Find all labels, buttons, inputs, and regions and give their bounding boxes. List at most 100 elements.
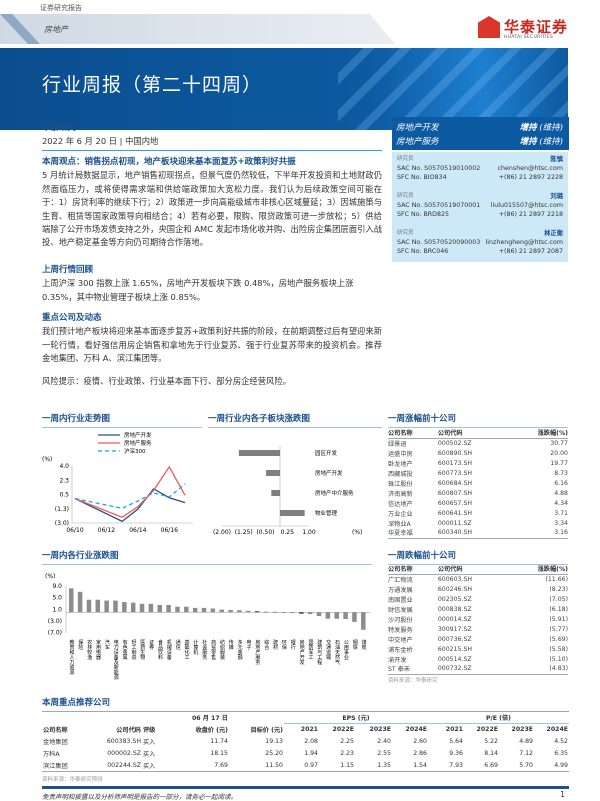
table-cell: 600173.SH [437, 459, 473, 467]
table-cell: (5.58) [549, 645, 568, 653]
table-cell: (11.66) [545, 575, 568, 583]
column-header: 2024E [405, 726, 427, 734]
bar [210, 608, 216, 613]
recommend-table: 06 月 17 日 EPS (元) P/E (倍) 公司名称 公司代码 评级 收盘价 (元)… [42, 711, 569, 772]
category-label: 保险 [77, 639, 83, 651]
column-header: 2023E [369, 726, 391, 734]
column-header: 2022E [476, 726, 498, 734]
category-label: 家用电器 [95, 639, 101, 661]
category-label: 通信 [175, 639, 181, 651]
review-section: 上周行情回顾 上周沪深 300 指数上涨 1.65%，房地产开发板块下跌 0.4… [42, 264, 382, 304]
bar [271, 490, 280, 496]
x-axis-label: (%) [352, 529, 362, 536]
sac-number: SAC No. S0570520090003 [397, 239, 481, 246]
table-cell: 000002.SZ [107, 750, 141, 757]
table-cell: 买入 [143, 751, 156, 758]
analyst-phone: +(86) 21 2897 2087 [498, 248, 563, 255]
column-header: 涨跌幅(%) [506, 427, 568, 439]
table-cell: 19.77 [550, 459, 568, 467]
bar [69, 588, 74, 613]
y-tick-label: 4.0 [59, 463, 69, 470]
category-label: 食品饮料 [157, 639, 163, 661]
table-cell: (8.23) [549, 585, 568, 593]
table-cell: 4.99 [554, 761, 568, 769]
category-label: 建材 [272, 639, 278, 650]
bar [280, 510, 305, 516]
category-label: 环保 [281, 640, 287, 651]
table-cell: 2.86 [413, 750, 427, 757]
table-cell: 3.71 [554, 509, 568, 517]
table-cell: 11.50 [265, 761, 283, 769]
page-number: 1 [560, 790, 566, 799]
category-label: 物业管理 [315, 509, 338, 517]
analyst: 研究员 刘璐 SAC No. S0570519070001 liulu015507@h… [397, 192, 563, 229]
blank [229, 712, 284, 724]
series-line [74, 465, 186, 519]
sfc-number: SFC No. BRD825 [397, 211, 450, 218]
category-label: 钢铁 [352, 639, 358, 651]
column-header: 公司代码 [437, 427, 507, 439]
bar [184, 606, 189, 613]
table-cell: ST 泰禾 [388, 664, 438, 675]
table-row: 财信发展 000838.SZ (6.18) [388, 604, 568, 614]
table-row: 渝开发 000514.SZ (5.10) [388, 654, 568, 664]
table-row: ST 泰禾 000732.SZ (4.83) [388, 664, 568, 675]
y-tick-label: 2.3 [59, 477, 69, 484]
column-header: 2024E [546, 726, 568, 734]
category-label: 公用事业 [343, 640, 349, 660]
table-cell: 600246.SH [437, 585, 473, 593]
analyst-sfc: SFC No. BRD825 +(86) 21 2897 2218 [397, 210, 563, 219]
x-tick-label: (0.50) [256, 529, 274, 536]
table-cell: 8.14 [484, 750, 498, 757]
table-cell: 20.00 [550, 449, 568, 457]
table-cell: 600215.SH [437, 645, 473, 653]
bar [95, 599, 101, 613]
table-cell: 5.70 [519, 761, 533, 769]
x-tick-label: (1.25) [235, 529, 253, 536]
rating-row: 房地产服务 增持 (维持) [396, 135, 563, 147]
pe-group-header: P/E (倍) [428, 711, 569, 724]
table-cell: 600641.SH [437, 509, 473, 517]
category-label: 交通运输 [325, 639, 331, 661]
table-cell: 4.89 [519, 738, 533, 745]
sfc-number: SFC No. BIO834 [397, 174, 447, 181]
huatai-logo: 华泰证券 HUATAI SECURITIES [478, 16, 570, 44]
table-cell: 7.12 [519, 750, 533, 757]
column-header: 评级 [143, 727, 156, 734]
report-date: 2022 年 6 月 20 日 [42, 136, 118, 146]
eps-group-header: EPS (元) [284, 711, 428, 724]
analyst-role: 研究员 [397, 156, 414, 162]
category-label: 银行 [290, 639, 296, 651]
column-header: 涨跌幅(%) [506, 563, 568, 575]
table-row: 卧龙地产 600173.SH 19.77 [388, 458, 568, 468]
table-cell: 25.20 [265, 750, 283, 757]
table-cell: 浦东金桥 [388, 646, 413, 654]
bar [130, 602, 136, 613]
table-row: 金地集团 600383.SH 买入 11.74 19.13 2.08 2.25 2.40 2.6… [42, 736, 569, 748]
bar [352, 612, 357, 622]
table-cell: 19.13 [265, 738, 283, 745]
legend-label: 房地产开发 [124, 431, 152, 439]
table-cell: (7.05) [549, 595, 568, 603]
category-label: 教育和人力资源 [69, 639, 75, 676]
bar [237, 610, 242, 613]
table-cell: 珠江股份 [388, 480, 413, 488]
y-tick-label: (7.0) [48, 630, 62, 637]
date-line: 2022 年 6 月 20 日 | 中国内地 [42, 135, 382, 152]
review-body: 上周沪深 300 指数上涨 1.65%，房地产开发板块下跌 0.48%，房地产服… [42, 278, 354, 302]
group-header-row: 06 月 17 日 EPS (元) P/E (倍) [42, 711, 569, 724]
losers-table: 公司名称 公司代码 涨跌幅(%) 广汇物流 600603.SH (11.66) 万通发展 60… [388, 563, 568, 675]
category-label: 传媒 [228, 639, 234, 651]
sac-number: SAC No. S0570519010002 [397, 165, 481, 172]
gainers-title: 一周涨幅前十公司 [388, 412, 568, 428]
table-cell: 1.94 [304, 750, 318, 757]
title-banner: 行业周报（第二十四周） [0, 48, 568, 130]
table-cell: 600340.SH [437, 528, 507, 539]
table-cell: 广汇物流 [388, 576, 413, 584]
blank [42, 712, 177, 724]
industry-trend-line-chart: (%) 4.0 2.3 0.5 (1.3) (3.0)06/10 06/12 06/14 06/… [42, 431, 193, 534]
table-row: 珠江股份 600684.SH 6.16 [388, 478, 568, 488]
table-cell: 2.23 [340, 750, 354, 757]
table-cell: 6.35 [554, 750, 568, 757]
